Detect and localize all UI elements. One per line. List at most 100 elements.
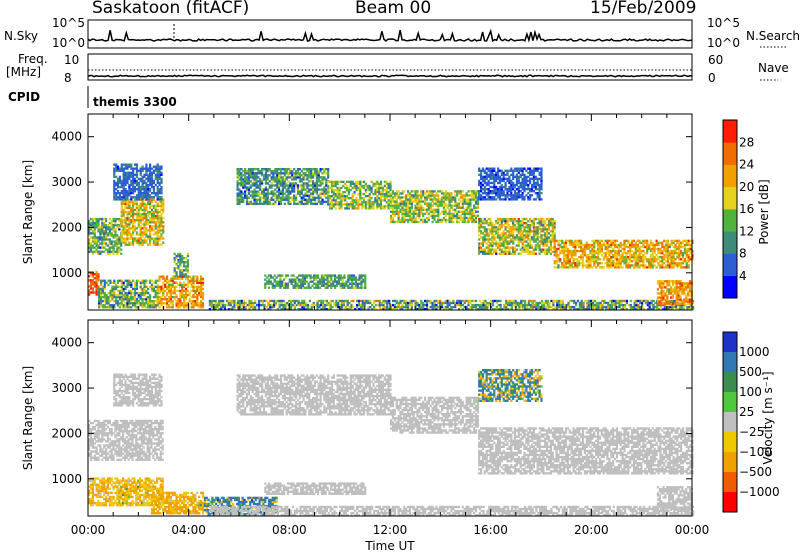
range-gate-cell — [399, 200, 402, 203]
range-gate-cell — [323, 186, 326, 189]
range-gate-cell — [289, 202, 292, 206]
range-gate-cell — [298, 174, 301, 177]
range-gate-cell — [278, 184, 281, 187]
range-gate-cell — [288, 278, 291, 281]
range-gate-cell — [150, 302, 154, 305]
range-gate-cell — [532, 250, 535, 253]
range-gate-cell — [393, 220, 396, 224]
range-gate-cell — [306, 178, 309, 181]
range-gate-cell — [368, 203, 371, 206]
range-gate-cell — [666, 241, 669, 245]
range-gate-cell — [262, 188, 266, 191]
range-gate-cell — [642, 254, 645, 257]
range-gate-cell — [115, 285, 118, 289]
range-gate-cell — [489, 167, 492, 170]
range-gate-cell — [437, 220, 440, 224]
range-gate-cell — [454, 198, 457, 201]
range-gate-cell — [128, 194, 131, 197]
range-gate-cell — [173, 281, 176, 284]
range-gate-cell — [495, 230, 498, 233]
range-gate-cell — [418, 210, 421, 213]
range-gate-cell — [130, 291, 133, 295]
range-gate-cell — [149, 217, 152, 220]
range-gate-cell — [249, 176, 252, 179]
range-gate-cell — [139, 214, 142, 218]
range-gate-cell — [261, 180, 264, 183]
range-gate-cell — [502, 252, 505, 255]
range-gate-cell — [139, 167, 142, 170]
range-gate-cell — [156, 165, 159, 168]
range-gate-cell — [502, 177, 505, 181]
range-gate-cell — [200, 287, 203, 291]
range-gate-cell — [372, 192, 375, 196]
range-gate-cell — [604, 245, 607, 249]
range-gate-cell — [124, 239, 127, 242]
range-gate-cell — [186, 293, 189, 297]
range-gate-cell — [91, 275, 94, 278]
range-gate-cell — [467, 190, 470, 193]
range-gate-cell — [114, 219, 117, 223]
range-gate-cell — [249, 186, 252, 189]
range-gate-cell — [156, 212, 159, 216]
range-gate-cell — [160, 198, 163, 201]
range-gate-cell — [401, 196, 404, 199]
range-gate-cell — [89, 250, 93, 253]
range-gate-cell — [631, 260, 634, 263]
range-gate-cell — [670, 254, 673, 257]
range-gate-cell — [551, 222, 554, 225]
range-gate-cell — [120, 204, 123, 208]
range-gate-cell — [91, 240, 94, 243]
range-gate-cell — [156, 188, 159, 191]
range-gate-cell — [259, 180, 262, 183]
range-gate-cell — [412, 200, 415, 203]
range-gate-cell — [278, 182, 281, 185]
range-gate-cell — [401, 204, 404, 207]
range-gate-cell — [485, 219, 488, 223]
range-gate-cell — [657, 243, 660, 247]
range-gate-cell — [387, 192, 390, 196]
range-gate-cell — [124, 241, 127, 244]
range-gate-cell — [570, 256, 573, 259]
range-gate-cell — [478, 192, 481, 195]
cpid-label: CPID — [8, 90, 40, 104]
range-gate-cell — [105, 238, 108, 241]
range-gate-cell — [508, 169, 511, 172]
range-gate-cell — [442, 208, 445, 211]
range-gate-cell — [461, 200, 464, 203]
range-gate-cell — [313, 186, 317, 189]
range-gate-cell — [374, 188, 377, 192]
range-gate-cell — [487, 238, 490, 241]
range-gate-cell — [95, 275, 98, 278]
range-gate-cell — [302, 172, 305, 175]
range-gate-cell — [407, 210, 410, 213]
range-gate-cell — [137, 217, 140, 220]
range-gate-cell — [259, 196, 262, 199]
range-gate-cell — [317, 194, 320, 197]
range-gate-cell — [497, 188, 500, 191]
range-gate-cell — [610, 258, 613, 261]
range-gate-cell — [379, 199, 383, 202]
range-gate-cell — [672, 254, 675, 257]
range-gate-cell — [640, 256, 643, 259]
range-gate-cell — [171, 295, 174, 299]
range-gate-cell — [149, 210, 152, 214]
range-gate-cell — [581, 243, 585, 247]
range-gate-cell — [668, 249, 671, 253]
range-gate-cell — [139, 204, 142, 208]
range-gate-cell — [98, 300, 101, 303]
range-gate-cell — [390, 210, 393, 213]
range-gate-cell — [504, 219, 507, 223]
range-gate-cell — [578, 256, 581, 259]
range-gate-cell — [149, 298, 152, 301]
range-gate-cell — [259, 182, 262, 185]
range-gate-cell — [91, 232, 94, 235]
range-gate-cell — [158, 210, 161, 214]
range-gate-cell — [538, 248, 541, 251]
range-gate-cell — [487, 248, 490, 251]
range-gate-cell — [578, 239, 581, 243]
range-gate-cell — [627, 264, 630, 267]
range-gate-cell — [141, 214, 144, 218]
range-gate-cell — [495, 173, 498, 177]
range-gate-cell — [478, 242, 481, 245]
range-gate-cell — [659, 249, 662, 253]
